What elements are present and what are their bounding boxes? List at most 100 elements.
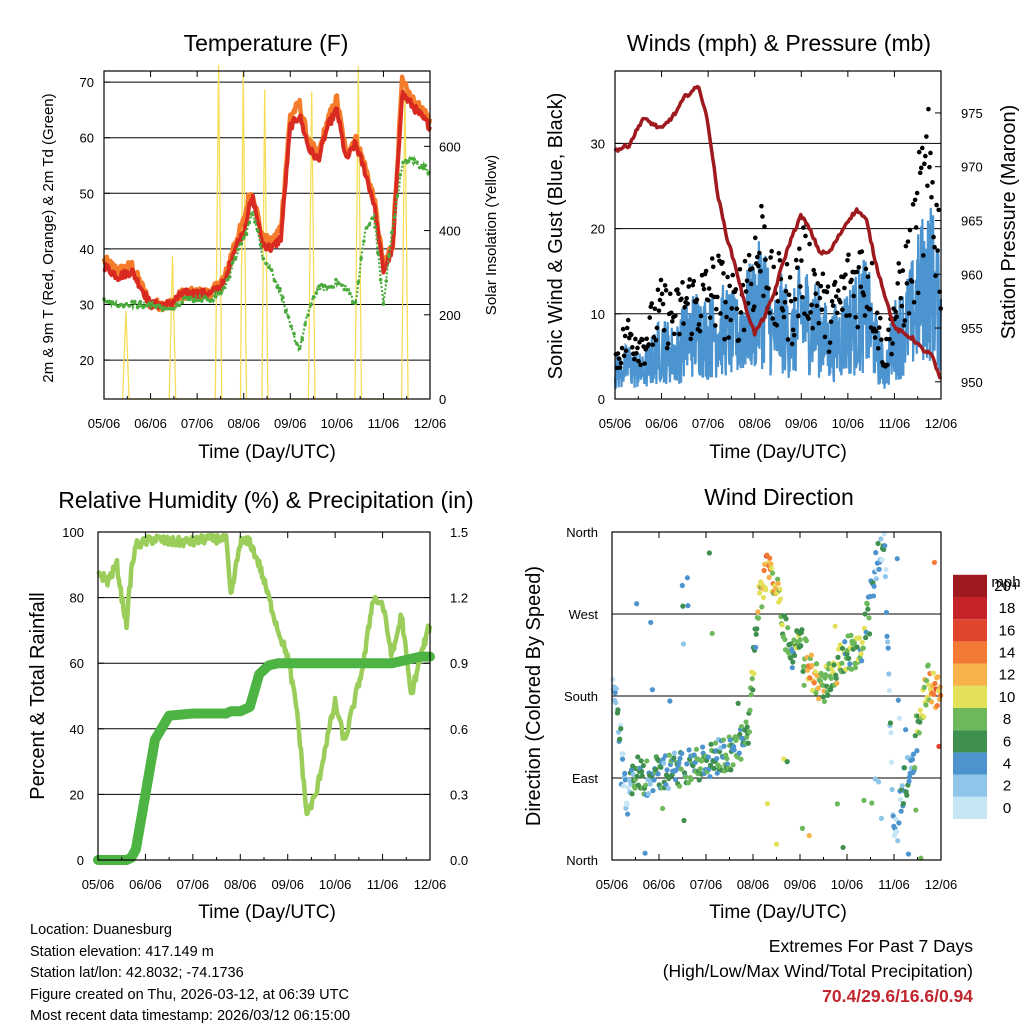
- direction-point: [648, 619, 654, 626]
- gust-point: [617, 365, 623, 370]
- dewpoint-point: [350, 300, 355, 305]
- gust-point: [907, 227, 913, 233]
- direction-point: [681, 817, 687, 824]
- gust-point: [794, 265, 800, 271]
- direction-point: [839, 645, 846, 652]
- x-tick-label: 06/06: [643, 877, 676, 892]
- gust-point: [770, 316, 775, 321]
- direction-point: [679, 750, 685, 757]
- direction-point: [883, 567, 889, 573]
- direction-x-label: Time (Day/UTC): [709, 902, 847, 923]
- gust-point: [696, 322, 702, 327]
- direction-point: [705, 754, 711, 760]
- y-tick-label: 30: [80, 297, 94, 312]
- direction-point: [893, 816, 899, 822]
- gust-point: [777, 257, 783, 263]
- direction-point: [825, 692, 831, 698]
- dewpoint-point: [275, 285, 280, 290]
- dewpoint-point: [378, 277, 383, 282]
- gust-point: [895, 281, 900, 286]
- direction-point: [917, 719, 923, 725]
- gust-point: [623, 348, 629, 354]
- legend-label: 14: [999, 645, 1016, 662]
- direction-point: [755, 609, 761, 615]
- x-tick-label: 11/06: [879, 416, 911, 431]
- gust-point: [834, 310, 840, 316]
- gust-point: [790, 327, 796, 333]
- direction-point: [746, 729, 753, 735]
- gust-point: [806, 316, 811, 321]
- legend-swatch: [953, 730, 987, 753]
- direction-point: [808, 652, 815, 658]
- direction-point: [913, 807, 919, 813]
- dewpoint-point: [362, 239, 366, 243]
- y2-tick-label: 950: [961, 375, 983, 390]
- gust-point: [771, 264, 777, 270]
- dewpoint-point: [155, 304, 159, 308]
- gust-point: [677, 331, 682, 337]
- direction-point: [839, 660, 845, 666]
- dewpoint-point: [392, 215, 397, 219]
- x-tick-label: 05/06: [599, 416, 632, 431]
- dewpoint-point: [353, 300, 358, 305]
- wind-ticks: 05/06 06/06 07/06 08/06 09/06 10/06 11/06 12/06…: [591, 71, 983, 431]
- direction-point: [936, 743, 942, 749]
- direction-point: [852, 665, 859, 671]
- gust-point: [813, 291, 819, 297]
- dewpoint-point: [211, 298, 215, 303]
- direction-point: [775, 576, 781, 582]
- gust-point: [791, 332, 797, 338]
- gust-point: [843, 272, 848, 277]
- gust-point: [644, 336, 649, 342]
- gust-point: [763, 257, 768, 262]
- gust-point: [620, 326, 626, 332]
- dewpoint-point: [320, 282, 324, 287]
- direction-point: [872, 776, 878, 782]
- direction-point: [873, 550, 879, 556]
- x-tick-label: 08/06: [738, 416, 771, 431]
- direction-point: [677, 755, 683, 762]
- gust-point: [798, 284, 803, 289]
- direction-point: [856, 635, 863, 641]
- gust-point: [622, 333, 628, 339]
- y2-tick-label: 1.5: [450, 525, 468, 540]
- dewpoint-point: [177, 303, 182, 308]
- direction-point: [684, 575, 690, 581]
- direction-point: [926, 682, 932, 688]
- gust-point: [921, 253, 926, 258]
- rh-panel: Relative Humidity (%) & Precipitation (i…: [27, 487, 474, 923]
- gust-point: [842, 285, 847, 291]
- x-tick-label: 12/06: [925, 416, 958, 431]
- direction-point: [613, 700, 619, 706]
- x-tick-label: 09/06: [785, 416, 818, 431]
- direction-point: [870, 593, 877, 599]
- direction-point: [788, 655, 794, 661]
- direction-point: [655, 771, 661, 777]
- gust-point: [766, 286, 771, 291]
- direction-point: [866, 615, 872, 621]
- dewpoint-point: [255, 228, 260, 233]
- direction-point: [898, 808, 904, 814]
- direction-point: [873, 576, 879, 582]
- x-tick-label: 05/06: [596, 877, 629, 892]
- direction-point: [747, 707, 753, 713]
- gust-point: [615, 351, 621, 356]
- direction-point: [753, 631, 759, 637]
- direction-point: [661, 760, 667, 766]
- dewpoint-point: [367, 222, 372, 227]
- direction-point: [644, 758, 650, 764]
- extremes-values: 70.4/29.6/16.6/0.94: [822, 986, 973, 1006]
- gust-point: [697, 328, 703, 334]
- gust-point: [923, 153, 928, 159]
- gust-point: [635, 345, 640, 351]
- direction-point: [610, 676, 616, 682]
- legend-label: 10: [999, 689, 1016, 706]
- gust-point: [838, 300, 843, 305]
- legend-label: 16: [999, 622, 1016, 639]
- y-tick-label: West: [569, 607, 599, 622]
- direction-point: [709, 630, 715, 637]
- legend-swatch: [953, 685, 987, 708]
- y-tick-label: 20: [80, 353, 94, 368]
- direction-point: [634, 773, 640, 779]
- gust-point: [741, 327, 747, 333]
